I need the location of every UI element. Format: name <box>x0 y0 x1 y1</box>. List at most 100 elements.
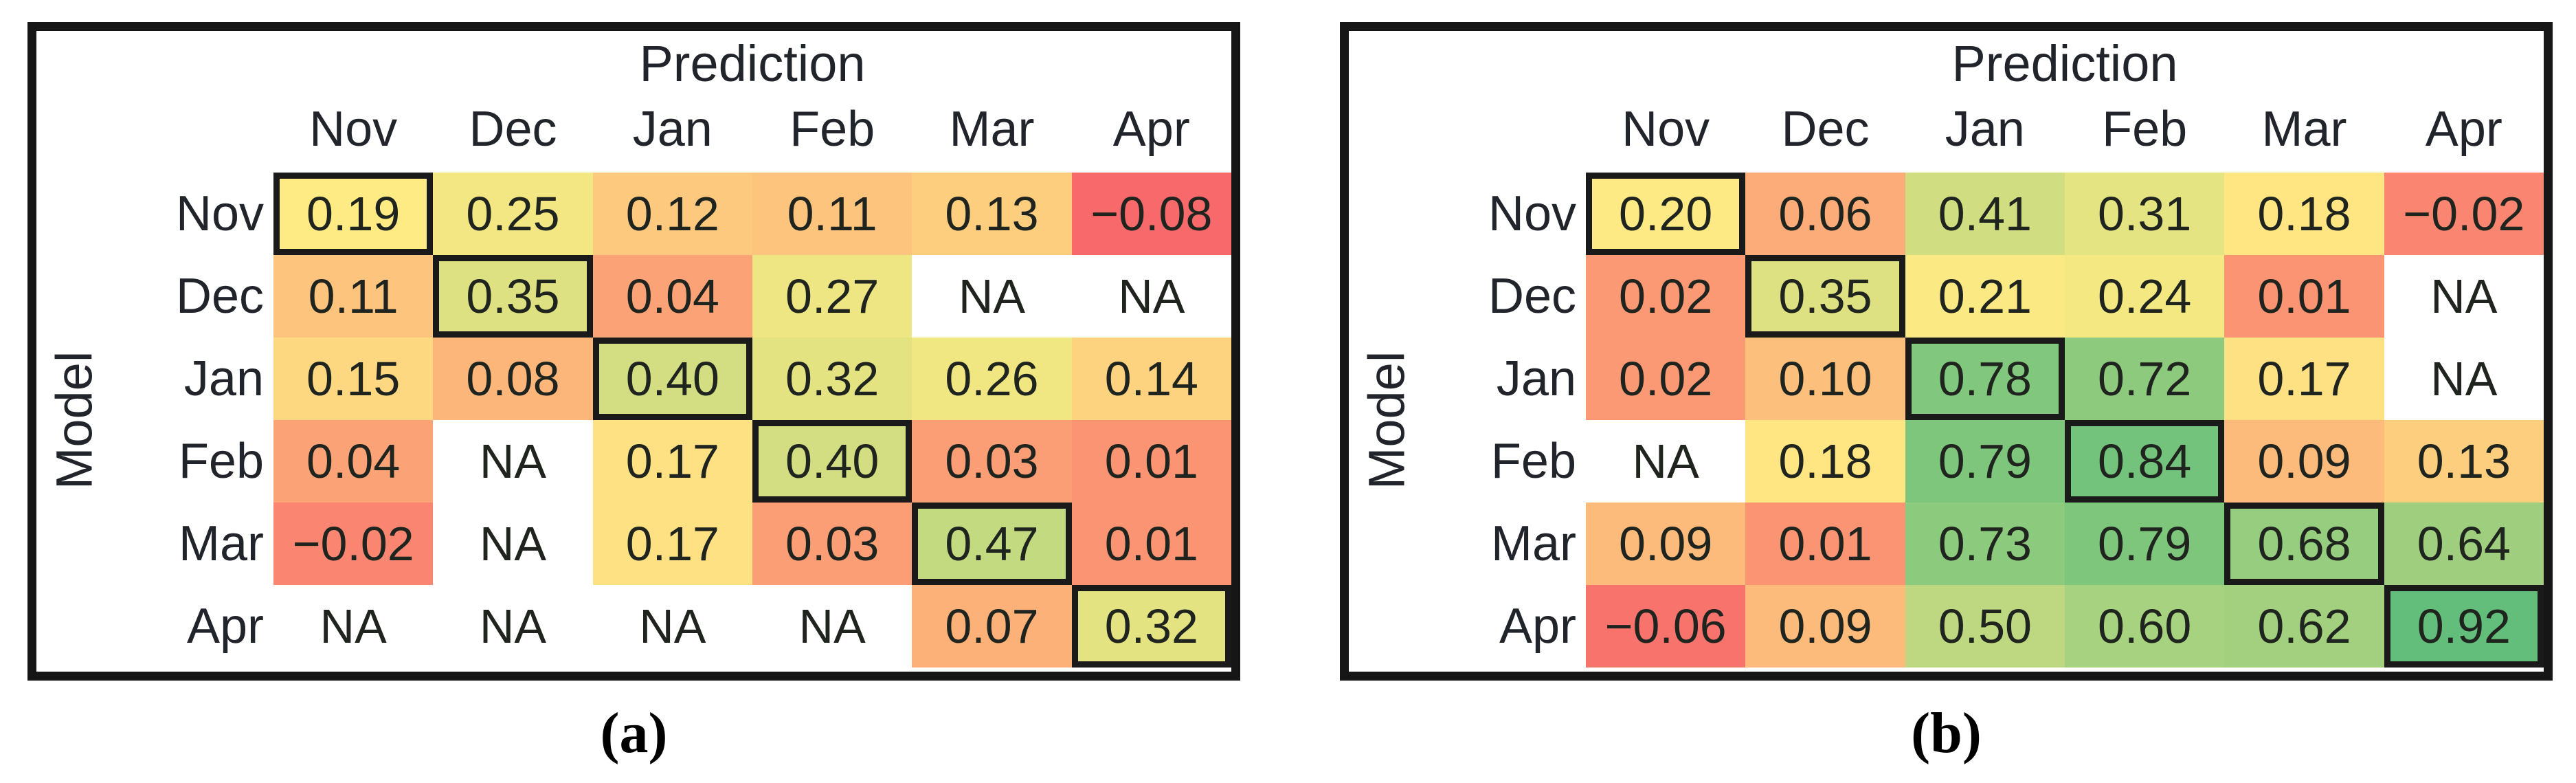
heatmap-cell-b-dec-apr: NA <box>2384 255 2544 338</box>
heatmap-cell-a-feb-mar: 0.03 <box>912 420 1072 503</box>
model-axis-label-area-b: Model <box>1349 173 1424 668</box>
heatmap-cell-b-jan-mar: 0.17 <box>2224 338 2384 420</box>
heatmap-cell-a-jan-dec: 0.08 <box>433 338 593 420</box>
heatmap-cell-b-jan-dec: 0.10 <box>1745 338 1905 420</box>
heatmap-cell-a-mar-jan: 0.17 <box>592 503 752 585</box>
col-header-a-dec: Dec <box>469 101 557 157</box>
heatmap-cell-a-mar-feb: 0.03 <box>752 503 912 585</box>
heatmap-cell-a-feb-apr: 0.01 <box>1071 420 1231 503</box>
heatmap-cell-a-apr-dec: NA <box>433 585 593 668</box>
heatmap-cell-b-nov-jan: 0.41 <box>1905 173 2065 255</box>
model-axis-title-a: Model <box>45 351 103 489</box>
heatmap-cell-a-apr-nov: NA <box>273 585 434 668</box>
heatmap-grid-b: Prediction Model Nov Dec Jan Feb Mar Apr Nov 0.… <box>1349 31 2544 672</box>
col-header-a-feb: Feb <box>789 101 875 157</box>
heatmap-cell-b-nov-apr: −0.02 <box>2384 173 2544 255</box>
heatmap-cell-a-nov-nov: 0.19 <box>273 173 434 255</box>
heatmap-cell-a-feb-feb: 0.40 <box>752 420 912 503</box>
row-header-b-jan: Jan <box>1496 351 1576 406</box>
heatmap-cell-a-nov-mar: 0.13 <box>912 173 1072 255</box>
col-header-a-mar: Mar <box>949 101 1035 157</box>
prediction-axis-title-a: Prediction <box>639 35 866 92</box>
heatmap-cell-a-dec-mar: NA <box>912 255 1072 338</box>
heatmap-cell-a-jan-nov: 0.15 <box>273 338 434 420</box>
heatmap-cell-b-apr-jan: 0.50 <box>1905 585 2065 668</box>
heatmap-cell-b-nov-dec: 0.06 <box>1745 173 1905 255</box>
heatmap-cell-b-feb-dec: 0.18 <box>1745 420 1905 503</box>
heatmap-cell-b-feb-apr: 0.13 <box>2384 420 2544 503</box>
heatmap-cell-b-nov-feb: 0.31 <box>2064 173 2225 255</box>
row-header-a-feb: Feb <box>178 434 264 489</box>
row-header-a-jan: Jan <box>183 351 264 406</box>
heatmap-cell-b-mar-mar: 0.68 <box>2224 503 2384 585</box>
heatmap-cell-b-dec-jan: 0.21 <box>1905 255 2065 338</box>
heatmap-cell-a-jan-jan: 0.40 <box>592 338 752 420</box>
heatmap-cell-b-dec-dec: 0.35 <box>1745 255 1905 338</box>
heatmap-cell-b-apr-nov: −0.06 <box>1586 585 1746 668</box>
heatmap-cell-b-dec-feb: 0.24 <box>2064 255 2225 338</box>
heatmap-panel-a: Prediction Model Nov Dec Jan Feb Mar Apr Nov 0.… <box>27 22 1240 681</box>
heatmap-cell-a-dec-nov: 0.11 <box>273 255 434 338</box>
heatmap-cell-b-jan-apr: NA <box>2384 338 2544 420</box>
heatmap-cell-b-jan-nov: 0.02 <box>1586 338 1746 420</box>
heatmap-cell-a-dec-dec: 0.35 <box>433 255 593 338</box>
col-header-a-nov: Nov <box>309 101 398 157</box>
heatmap-cell-a-nov-dec: 0.25 <box>433 173 593 255</box>
row-header-b-nov: Nov <box>1488 186 1576 241</box>
heatmap-cell-a-feb-jan: 0.17 <box>592 420 752 503</box>
col-header-b-nov: Nov <box>1622 101 1710 157</box>
col-header-b-feb: Feb <box>2102 101 2188 157</box>
heatmap-cell-b-nov-nov: 0.20 <box>1586 173 1746 255</box>
heatmap-cell-a-dec-feb: 0.27 <box>752 255 912 338</box>
heatmap-cell-b-jan-feb: 0.72 <box>2064 338 2225 420</box>
heatmap-cell-b-mar-nov: 0.09 <box>1586 503 1746 585</box>
heatmap-cell-b-apr-dec: 0.09 <box>1745 585 1905 668</box>
row-header-a-apr: Apr <box>186 599 264 654</box>
heatmap-cell-a-nov-feb: 0.11 <box>752 173 912 255</box>
heatmap-cell-b-nov-mar: 0.18 <box>2224 173 2384 255</box>
col-header-a-jan: Jan <box>632 101 713 157</box>
heatmap-cell-b-mar-apr: 0.64 <box>2384 503 2544 585</box>
row-header-a-dec: Dec <box>175 269 264 324</box>
heatmap-cell-b-apr-mar: 0.62 <box>2224 585 2384 668</box>
heatmap-cell-a-apr-jan: NA <box>592 585 752 668</box>
heatmap-cell-a-jan-feb: 0.32 <box>752 338 912 420</box>
heatmap-cell-a-dec-apr: NA <box>1071 255 1231 338</box>
heatmap-grid-a: Prediction Model Nov Dec Jan Feb Mar Apr Nov 0.… <box>36 31 1231 672</box>
heatmap-panel-b: Prediction Model Nov Dec Jan Feb Mar Apr Nov 0.… <box>1340 22 2553 681</box>
col-header-b-dec: Dec <box>1781 101 1870 157</box>
heatmap-cell-b-mar-feb: 0.79 <box>2064 503 2225 585</box>
heatmap-cell-b-feb-mar: 0.09 <box>2224 420 2384 503</box>
row-header-b-mar: Mar <box>1491 516 1576 571</box>
heatmap-cell-b-feb-jan: 0.79 <box>1905 420 2065 503</box>
heatmap-cell-a-jan-mar: 0.26 <box>912 338 1072 420</box>
row-header-b-apr: Apr <box>1499 599 1576 654</box>
row-header-a-nov: Nov <box>175 186 264 241</box>
col-header-b-apr: Apr <box>2425 101 2502 157</box>
heatmap-cell-a-dec-jan: 0.04 <box>592 255 752 338</box>
row-header-a-mar: Mar <box>179 516 264 571</box>
heatmap-cell-a-feb-dec: NA <box>433 420 593 503</box>
heatmap-cell-b-mar-jan: 0.73 <box>1905 503 2065 585</box>
panel-caption-b: (b) <box>1911 701 1982 765</box>
heatmap-cell-a-mar-dec: NA <box>433 503 593 585</box>
heatmap-cell-a-apr-mar: 0.07 <box>912 585 1072 668</box>
heatmap-cell-a-apr-apr: 0.32 <box>1071 585 1231 668</box>
heatmap-cell-a-feb-nov: 0.04 <box>273 420 434 503</box>
heatmap-cell-a-apr-feb: NA <box>752 585 912 668</box>
heatmap-cell-a-mar-apr: 0.01 <box>1071 503 1231 585</box>
heatmap-cell-b-jan-jan: 0.78 <box>1905 338 2065 420</box>
heatmap-cell-a-nov-jan: 0.12 <box>592 173 752 255</box>
heatmap-cell-b-dec-nov: 0.02 <box>1586 255 1746 338</box>
model-axis-label-area-a: Model <box>36 173 112 668</box>
row-header-b-dec: Dec <box>1488 269 1576 324</box>
heatmap-cell-b-dec-mar: 0.01 <box>2224 255 2384 338</box>
row-header-b-feb: Feb <box>1490 434 1576 489</box>
col-header-b-mar: Mar <box>2261 101 2347 157</box>
col-header-b-jan: Jan <box>1945 101 2025 157</box>
heatmap-cell-b-feb-feb: 0.84 <box>2064 420 2225 503</box>
heatmap-cell-b-mar-dec: 0.01 <box>1745 503 1905 585</box>
heatmap-cell-b-apr-apr: 0.92 <box>2384 585 2544 668</box>
model-axis-title-b: Model <box>1358 351 1415 489</box>
